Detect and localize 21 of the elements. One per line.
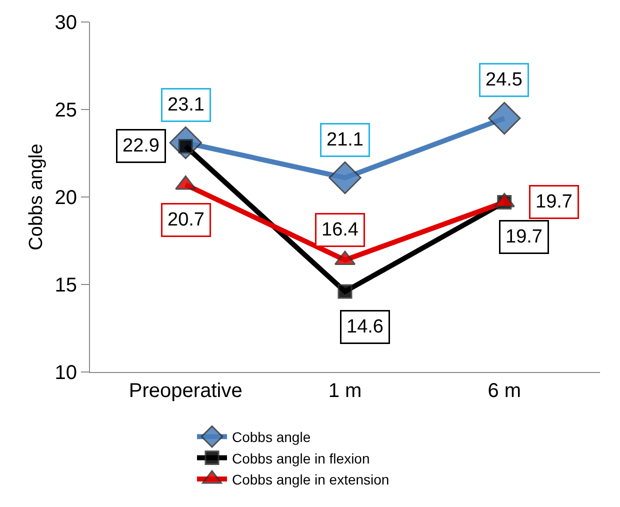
data-label: 23.1: [168, 94, 204, 116]
y-tick-label: 10: [54, 362, 77, 384]
data-label: 19.7: [536, 192, 572, 212]
legend-label: Cobbs angle in extension: [232, 471, 390, 488]
x-tick-label: 1 m: [328, 380, 362, 402]
x-tick-label: 6 m: [488, 380, 522, 402]
x-tick-label: Preoperative: [128, 380, 242, 402]
y-tick-label: 15: [54, 274, 77, 296]
data-label: 14.6: [346, 316, 384, 338]
data-label: 19.7: [506, 226, 542, 248]
y-tick-label: 25: [54, 100, 77, 122]
data-label: 16.4: [322, 220, 359, 240]
y-tick-label: 30: [54, 12, 77, 34]
data-label: 20.7: [168, 210, 204, 230]
y-tick-label: 20: [54, 187, 77, 209]
data-label: 21.1: [326, 130, 364, 150]
data-label: 22.9: [122, 136, 160, 156]
legend-label: Cobbs angle in flexion: [232, 450, 370, 466]
legend-label: Cobbs angle: [232, 429, 311, 446]
y-axis-title: Cobbs angle: [26, 144, 47, 250]
data-label: 24.5: [486, 70, 522, 90]
